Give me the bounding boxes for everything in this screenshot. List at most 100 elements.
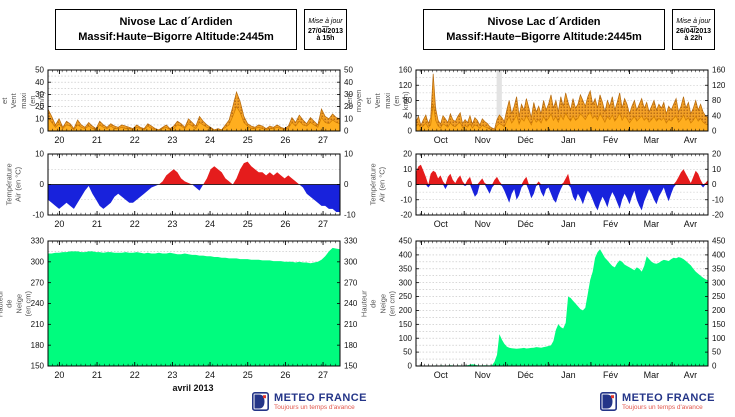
svg-text:21: 21 [92,219,102,229]
svg-text:-20: -20 [400,211,412,220]
svg-text:270: 270 [31,278,45,287]
right-meteo-france-logo: METEO FRANCE Toujours un temps d'avance [600,392,715,411]
svg-text:24: 24 [205,219,215,229]
svg-text:270: 270 [344,278,358,287]
svg-text:10: 10 [712,165,721,174]
left-update-label: Mise à jour [308,17,343,25]
svg-text:40: 40 [344,78,353,87]
svg-text:27: 27 [318,219,328,229]
meteo-france-tagline: Toujours un temps d'avance [622,404,703,412]
meteo-france-logo-icon [600,392,617,411]
meteo-france-logo-icon [252,392,269,411]
right-station-subtitle: Massif:Haute−Bigorre Altitude:2445m [446,30,642,43]
svg-text:0: 0 [712,180,717,189]
svg-text:26: 26 [280,135,290,145]
right-snow-ylabel: Hauteur de Neige (en cm) [359,290,397,317]
left-update-time: à 15h [316,34,335,42]
meteo-france-tagline: Toujours un temps d'avance [274,404,355,412]
svg-text:350: 350 [399,264,413,273]
svg-text:30: 30 [35,90,44,99]
svg-text:20: 20 [712,150,721,159]
svg-text:150: 150 [344,362,358,371]
svg-text:450: 450 [399,237,413,246]
svg-text:120: 120 [399,81,413,90]
svg-text:0: 0 [712,127,717,136]
svg-text:27: 27 [318,135,328,145]
svg-text:Déc: Déc [517,135,534,145]
svg-text:40: 40 [403,111,412,120]
svg-text:40: 40 [35,78,44,87]
right-station-title-box: Nivose Lac d´Ardiden Massif:Haute−Bigorr… [423,9,665,50]
svg-text:Mar: Mar [644,219,660,229]
svg-text:300: 300 [31,257,45,266]
svg-text:22: 22 [130,219,140,229]
svg-text:Fév: Fév [603,219,619,229]
svg-text:23: 23 [167,370,177,380]
svg-text:21: 21 [92,370,102,380]
svg-text:Mar: Mar [644,135,660,145]
svg-text:23: 23 [167,135,177,145]
left-update-box: Mise à jour 27/04/2013 à 15h [304,9,347,50]
svg-text:0: 0 [40,127,45,136]
svg-text:Oct: Oct [434,135,449,145]
svg-text:250: 250 [399,292,413,301]
svg-text:300: 300 [344,257,358,266]
svg-text:Jan: Jan [561,135,576,145]
svg-text:Nov: Nov [475,219,492,229]
svg-text:20: 20 [35,102,44,111]
right-wind-chart: 0 0 40 40 80 80 120 120 160 160 Oct Nov Déc Jan Fév Mar… [399,66,726,145]
meteo-france-brand: METEO FRANCE [622,392,715,404]
svg-text:10: 10 [344,150,353,159]
svg-text:20: 20 [54,135,64,145]
svg-text:26: 26 [280,370,290,380]
right-snow-chart: 0 0 50 50 100 100 150 150 200 200 250 250 300 300 350 3… [399,237,726,380]
svg-text:10: 10 [344,114,353,123]
svg-text:350: 350 [712,264,726,273]
svg-text:180: 180 [31,341,45,350]
svg-text:300: 300 [712,278,726,287]
svg-text:210: 210 [344,320,358,329]
svg-text:80: 80 [712,96,721,105]
svg-text:23: 23 [167,219,177,229]
svg-text:21: 21 [92,135,102,145]
svg-text:300: 300 [399,278,413,287]
svg-text:400: 400 [399,250,413,259]
svg-text:Jan: Jan [561,219,576,229]
svg-text:0: 0 [408,127,413,136]
right-update-time: à 22h [684,34,703,42]
svg-text:330: 330 [31,237,45,246]
svg-text:25: 25 [243,370,253,380]
svg-text:40: 40 [712,111,721,120]
left-station-subtitle: Massif:Haute−Bigorre Altitude:2445m [78,30,274,43]
svg-text:20: 20 [54,370,64,380]
svg-text:240: 240 [344,299,358,308]
svg-text:-10: -10 [400,195,412,204]
svg-text:0: 0 [40,180,45,189]
svg-text:Mar: Mar [644,370,660,380]
left-station-title: Nivose Lac d´Ardiden [119,15,233,28]
svg-text:Oct: Oct [434,370,449,380]
right-temp-chart: -20 -20 -10 -10 0 0 10 10 20 20 Oct Nov Déc Jan Fév Mar… [400,150,724,229]
svg-text:20: 20 [344,102,353,111]
svg-text:0: 0 [344,180,349,189]
svg-text:-10: -10 [32,211,44,220]
svg-text:80: 80 [403,96,412,105]
svg-text:450: 450 [712,237,726,246]
meteo-france-brand: METEO FRANCE [274,392,367,404]
svg-text:10: 10 [35,114,44,123]
svg-text:22: 22 [130,135,140,145]
svg-text:25: 25 [243,219,253,229]
svg-text:50: 50 [344,66,353,75]
svg-text:10: 10 [35,150,44,159]
svg-text:24: 24 [205,370,215,380]
svg-text:-10: -10 [344,211,356,220]
svg-text:Oct: Oct [434,219,449,229]
svg-text:20: 20 [403,150,412,159]
left-update-dash [322,25,329,27]
left-meteo-france-logo: METEO FRANCE Toujours un temps d'avance [252,392,367,411]
left-temp-chart: -10 -10 0 0 10 10 20 21 22 23 24 25 26 27 [32,150,356,229]
svg-text:50: 50 [712,348,721,357]
svg-text:30: 30 [344,90,353,99]
right-station-title: Nivose Lac d´Ardiden [487,15,601,28]
